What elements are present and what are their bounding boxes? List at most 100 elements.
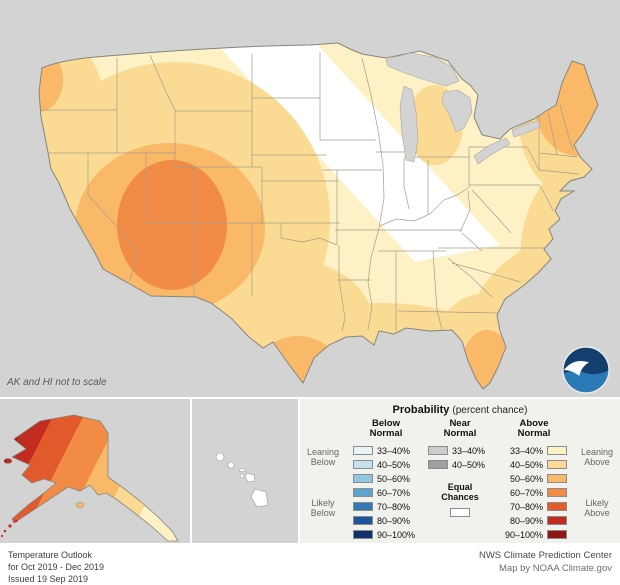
legend-range-label: 33–40%: [452, 445, 486, 456]
legend-row: 40–50%: [428, 459, 492, 470]
conus-color-bands: [39, 43, 598, 389]
lake-erie: [473, 137, 511, 165]
hawaii-inset-svg: [215, 452, 269, 508]
logo-sea: [562, 369, 610, 394]
legend-row: 33–40%: [428, 445, 492, 456]
footer-title-line: Temperature Outlook: [8, 550, 93, 560]
leaning-above-label: Leaning Above: [580, 447, 614, 468]
footer-title-block: Temperature Outlook for Oct 2019 - Dec 2…: [8, 549, 104, 585]
likely-above-label: Likely Above: [584, 497, 610, 519]
logo-ring: [562, 346, 610, 394]
footer-issued-line: Issued 19 Sep 2019: [8, 574, 89, 584]
footer-period-line: for Oct 2019 - Dec 2019: [8, 562, 105, 572]
legend-row: 40–50%: [492, 459, 576, 470]
island-maui: [244, 472, 256, 483]
legend-swatch: [547, 516, 567, 525]
legend-range-label: 40–50%: [452, 459, 486, 470]
footer: Temperature Outlook for Oct 2019 - Dec 2…: [0, 545, 620, 585]
legend-row: 33–40%: [344, 445, 428, 456]
legend-range-label: 33–40%: [509, 445, 543, 456]
alaska-inset-panel: [0, 399, 190, 543]
footer-credit-line: Map by NOAA Climate.gov: [499, 563, 612, 574]
legend-swatch: [428, 460, 448, 469]
legend-row: 60–70%: [344, 487, 428, 498]
island-oahu: [227, 461, 235, 469]
legend-column-near: Near Normal 33–40% 40–50% Equal Chances: [428, 418, 492, 517]
legend-range-label: 60–70%: [509, 487, 543, 498]
legend-row: 50–60%: [492, 473, 576, 484]
legend-range-label: 40–50%: [377, 459, 411, 470]
footer-source-line: NWS Climate Prediction Center: [478, 550, 612, 561]
legend-swatch: [547, 446, 567, 455]
nw-above-50-60-region: [39, 48, 63, 112]
legend-range-label: 90–100%: [377, 529, 416, 540]
island-molokai: [238, 468, 247, 472]
legend-range-label: 40–50%: [509, 459, 543, 470]
legend-range-label: 80–90%: [509, 515, 543, 526]
island-lanai: [239, 473, 245, 479]
legend-row: 50–60%: [344, 473, 428, 484]
legend-row: 33–40%: [492, 445, 576, 456]
conus-map-panel: AK and HI not to scale: [0, 0, 620, 397]
legend-range-label: 50–60%: [377, 473, 411, 484]
above-normal-header: Above Normal: [517, 418, 551, 440]
near-normal-header: Near Normal: [443, 418, 477, 440]
legend-row: 70–80%: [492, 501, 576, 512]
lake-superior: [385, 52, 460, 87]
legend-side-labels-left: Leaning Below Likely Below: [302, 419, 344, 518]
footer-credit-block: NWS Climate Prediction Center Map by NOA…: [479, 549, 612, 585]
great-lakes: [385, 52, 541, 165]
likely-below-label: Likely Below: [310, 497, 336, 519]
legend-side-labels-right: Leaning Above Likely Above: [576, 419, 618, 518]
new-england-above-50-60-region: [533, 43, 598, 156]
aleutian-islands: [0, 519, 18, 538]
conus-map-svg: [38, 42, 599, 390]
alaska-inset-svg: [0, 414, 179, 542]
below-normal-header: Below Normal: [369, 418, 403, 440]
hawaii-islands: [215, 452, 269, 508]
legend-title: Probability (percent chance): [302, 404, 618, 416]
legend-swatch: [428, 446, 448, 455]
legend-swatch: [353, 530, 373, 539]
legend-range-label: 50–60%: [509, 473, 543, 484]
equal-chances-band: [195, 43, 500, 262]
legend-swatch: [353, 516, 373, 525]
legend-swatch: [353, 474, 373, 483]
legend-row: 40–50%: [344, 459, 428, 470]
legend-swatch: [353, 446, 373, 455]
noaa-logo-svg: [562, 346, 610, 394]
legend-range-label: 60–70%: [377, 487, 411, 498]
legend-swatch: [547, 460, 567, 469]
lake-ontario: [511, 120, 541, 138]
legend-swatch: [353, 488, 373, 497]
seagull-icon: [563, 360, 589, 376]
legend-row: 80–90%: [492, 515, 576, 526]
state-borders: [40, 52, 580, 332]
legend-swatch: [547, 502, 567, 511]
legend-column-below: Below Normal 33–40% 40–50% 50–60% 60–70%…: [344, 418, 428, 543]
alaska-shape: [11, 414, 179, 542]
lake-huron: [441, 89, 473, 133]
island-kauai: [215, 452, 225, 462]
us-outline: [38, 42, 599, 390]
legend-range-label: 33–40%: [377, 445, 411, 456]
hawaii-inset-panel: [192, 399, 298, 543]
legend-panel: Probability (percent chance) Leaning Belo…: [300, 399, 620, 543]
equal-chances-swatch: [450, 507, 470, 517]
legend-title-bold: Probability: [392, 404, 450, 416]
legend-range-label: 70–80%: [377, 501, 411, 512]
scale-note: AK and HI not to scale: [7, 377, 107, 388]
legend-swatch: [547, 530, 567, 539]
bottom-row: Probability (percent chance) Leaning Belo…: [0, 399, 620, 543]
equal-chances-label: Equal Chances: [441, 482, 479, 503]
legend-row: 80–90%: [344, 515, 428, 526]
legend-row: 60–70%: [492, 487, 576, 498]
four-corners-above-60-70-region: [117, 160, 227, 290]
legend-range-label: 70–80%: [509, 501, 543, 512]
legend-row: 90–100%: [492, 529, 576, 540]
island-hawaii: [250, 488, 269, 508]
lake-michigan: [399, 85, 419, 163]
legend-swatch: [547, 474, 567, 483]
st-lawrence-island: [3, 458, 13, 464]
